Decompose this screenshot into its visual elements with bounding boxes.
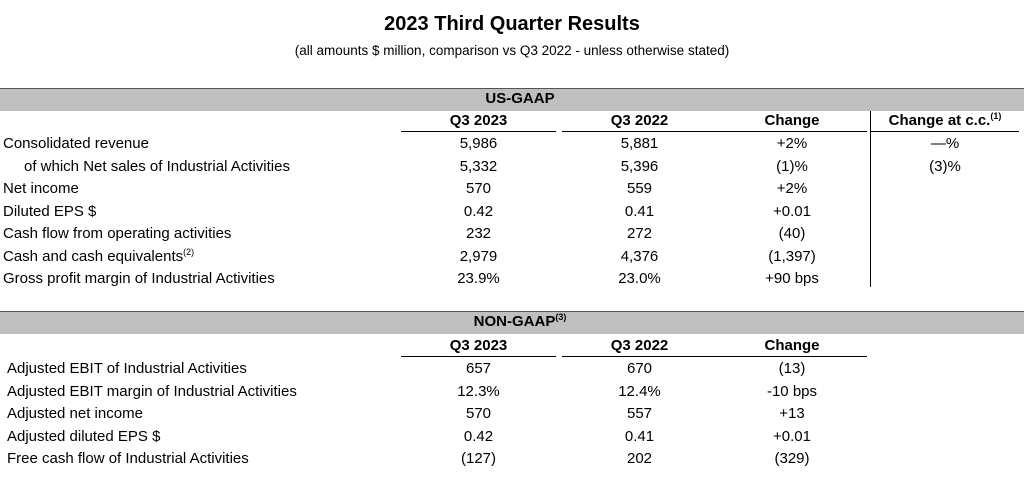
row-label-text: Gross profit margin of Industrial Activi… [3,270,275,287]
cell-change: (1)% [776,157,808,175]
table-row: Diluted EPS $ 0.42 0.41 +0.01 [0,201,1024,223]
us-gaap-section-label: US-GAAP [485,90,555,107]
cell-q3-2023: 657 [465,360,492,377]
cell-q3-2023: 5,986 [459,135,498,152]
table-row: Adjusted diluted EPS $ 0.42 0.41 +0.01 [0,426,1024,448]
cell-q3-2022: 5,881 [620,135,659,152]
non-gaap-col-change: Change [717,336,867,357]
non-gaap-col-q3-2022: Q3 2022 [562,336,717,357]
row-label: Adjusted diluted EPS $ [7,426,160,448]
cell-change: (329) [774,450,810,467]
cell-change: (40) [778,225,806,242]
us-gaap-band [0,88,1024,111]
cell-q3-2022: 12.4% [618,382,661,400]
cell-q3-2023: 232 [465,225,492,242]
row-label-text: Consolidated revenue [3,135,149,152]
cell-q3-2023: 0.42 [463,202,494,220]
row-label-text: Free cash flow of Industrial Activities [7,450,249,467]
cell-change: (1,397) [768,247,816,265]
row-label: Cash and cash equivalents(2) [3,246,194,268]
cell-change: +90 bps [765,270,819,287]
cell-change: +2% [776,135,808,152]
page-title: 2023 Third Quarter Results [384,13,640,35]
row-label: of which Net sales of Industrial Activit… [24,156,290,178]
footnote-1: (1) [990,111,1002,121]
cell-q3-2022: 272 [626,225,653,242]
cell-change-cc: —% [930,135,960,152]
cell-q3-2023: 570 [465,180,492,197]
cell-q3-2022: 557 [626,405,653,422]
cell-q3-2022: 559 [626,180,653,197]
cc-column-divider [870,111,871,287]
non-gaap-col-q3-2023: Q3 2023 [401,336,556,357]
table-row: Net income 570 559 +2% [0,178,1024,200]
row-label: Gross profit margin of Industrial Activi… [3,268,275,290]
cell-change-cc: (3)% [929,157,961,175]
us-gaap-col-q3-2022: Q3 2022 [562,111,717,132]
table-row: Free cash flow of Industrial Activities (… [0,448,1024,470]
table-row: Consolidated revenue 5,986 5,881 +2% —% [0,133,1024,155]
table-row: Adjusted net income 570 557 +13 [0,403,1024,425]
table-row: Adjusted EBIT of Industrial Activities 65… [0,358,1024,380]
cell-q3-2022: 670 [626,360,653,377]
cell-change: +2% [776,180,808,197]
row-label: Consolidated revenue [3,133,149,155]
row-label: Cash flow from operating activities [3,223,231,245]
row-label-text: Cash flow from operating activities [3,225,232,242]
row-label: Adjusted EBIT of Industrial Activities [7,358,247,380]
us-gaap-col-q3-2023: Q3 2023 [401,111,556,132]
change-cc-label: Change at c.c. [888,112,991,129]
row-label-text: Adjusted EBIT of Industrial Activities [7,360,247,377]
non-gaap-section-label: NON-GAAP [473,313,556,330]
cell-q3-2023: (127) [460,450,497,467]
row-label-text: Diluted EPS $ [3,202,97,220]
page-subtitle: (all amounts $ million, comparison vs Q3… [294,43,730,58]
cell-q3-2023: 0.42 [463,427,494,445]
row-label-text: Adjusted EBIT margin of Industrial Activ… [7,382,297,400]
table-row: Gross profit margin of Industrial Activi… [0,268,1024,290]
row-label-text: Adjusted net income [7,405,143,422]
table-row: of which Net sales of Industrial Activit… [0,156,1024,178]
cell-q3-2022: 5,396 [620,157,659,175]
cell-q3-2022: 0.41 [624,427,655,445]
table-row: Adjusted EBIT margin of Industrial Activ… [0,381,1024,403]
row-label-text: Adjusted diluted EPS $ [7,427,161,445]
cell-q3-2023: 5,332 [459,157,498,175]
footnote-3: (3) [555,312,567,322]
us-gaap-col-change: Change [717,111,867,132]
row-label-text: of which Net sales of Industrial Activit… [24,157,290,175]
non-gaap-band [0,311,1024,334]
cell-change: +13 [779,405,805,422]
table-row: Cash and cash equivalents(2) 2,979 4,376 (1… [0,246,1024,268]
cell-q3-2022: 4,376 [620,247,659,265]
row-label: Free cash flow of Industrial Activities [7,448,249,470]
cell-change: (13) [778,360,806,377]
row-label: Diluted EPS $ [3,201,96,223]
us-gaap-col-change-cc: Change at c.c.(1) [871,111,1019,132]
cell-q3-2022: 202 [626,450,653,467]
cell-change: +0.01 [773,427,811,445]
cell-q3-2022: 23.0% [618,270,661,287]
row-label-text: Net income [3,180,79,197]
cell-change: +0.01 [773,202,811,220]
row-label: Adjusted net income [7,403,143,425]
cell-change: -10 bps [766,382,818,400]
cell-q3-2023: 12.3% [457,382,500,400]
row-label: Adjusted EBIT margin of Industrial Activ… [7,381,297,403]
footnote-2: (2) [183,246,195,257]
cell-q3-2023: 23.9% [457,270,500,287]
non-gaap-section-label-wrap: NON-GAAP(3) [400,312,640,331]
cell-q3-2022: 0.41 [624,202,655,220]
row-label-text: Cash and cash equivalents [3,247,184,265]
cell-q3-2023: 2,979 [459,247,498,265]
cell-q3-2023: 570 [465,405,492,422]
row-label: Net income [3,178,79,200]
table-row: Cash flow from operating activities 232 27… [0,223,1024,245]
